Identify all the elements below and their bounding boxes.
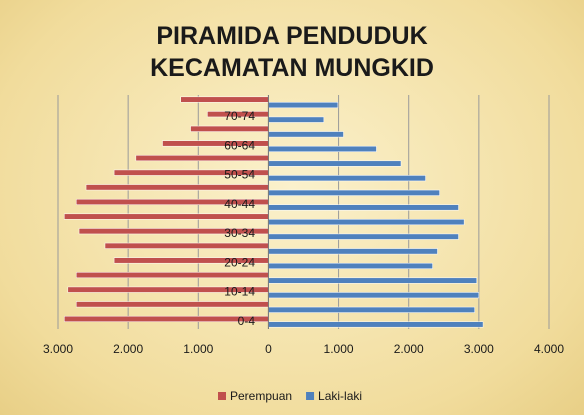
bar bbox=[268, 160, 402, 167]
x-tick-label: 1.000 bbox=[324, 342, 354, 356]
bar bbox=[268, 102, 339, 109]
bar bbox=[268, 262, 433, 269]
x-tick-label: 0 bbox=[265, 342, 272, 356]
bar bbox=[268, 189, 440, 196]
y-tick-label: 10-14 bbox=[224, 285, 255, 299]
legend-label: Laki-laki bbox=[318, 389, 362, 403]
bar bbox=[75, 272, 269, 279]
bar bbox=[268, 175, 426, 182]
legend-swatch bbox=[218, 392, 226, 400]
bar bbox=[75, 301, 269, 308]
y-tick-label: 60-64 bbox=[224, 138, 255, 152]
legend-label: Perempuan bbox=[230, 389, 292, 403]
bar bbox=[268, 292, 480, 299]
x-tick-label: 2.000 bbox=[113, 342, 143, 356]
x-tick-label: 1.000 bbox=[183, 342, 213, 356]
chart-title: PIRAMIDA PENDUDUK KECAMATAN MUNGKID bbox=[150, 22, 434, 82]
bar bbox=[268, 248, 438, 255]
legend-swatch bbox=[306, 392, 315, 400]
y-tick-label: 0-4 bbox=[238, 314, 256, 328]
bar bbox=[268, 116, 325, 123]
bar bbox=[180, 96, 269, 103]
y-tick-label: 20-24 bbox=[224, 255, 255, 269]
bar bbox=[268, 321, 484, 328]
bar bbox=[190, 125, 269, 132]
bar bbox=[104, 242, 269, 249]
bar bbox=[268, 219, 465, 226]
x-tick-label: 4.000 bbox=[534, 342, 564, 356]
y-tick-label: 40-44 bbox=[224, 197, 255, 211]
bar bbox=[268, 233, 459, 240]
y-tick-label: 50-54 bbox=[224, 168, 255, 182]
bar bbox=[268, 306, 475, 313]
y-tick-label: 70-74 bbox=[224, 109, 255, 123]
x-tick-label: 3.000 bbox=[464, 342, 494, 356]
x-tick-label: 3.000 bbox=[43, 342, 73, 356]
bar bbox=[268, 204, 459, 211]
x-tick-label: 2.000 bbox=[394, 342, 424, 356]
bar bbox=[135, 155, 269, 162]
bar bbox=[64, 213, 269, 220]
y-tick-label: 30-34 bbox=[224, 226, 255, 240]
bar bbox=[268, 131, 344, 138]
bar bbox=[268, 145, 377, 152]
bar bbox=[268, 277, 478, 284]
bar bbox=[85, 184, 269, 191]
